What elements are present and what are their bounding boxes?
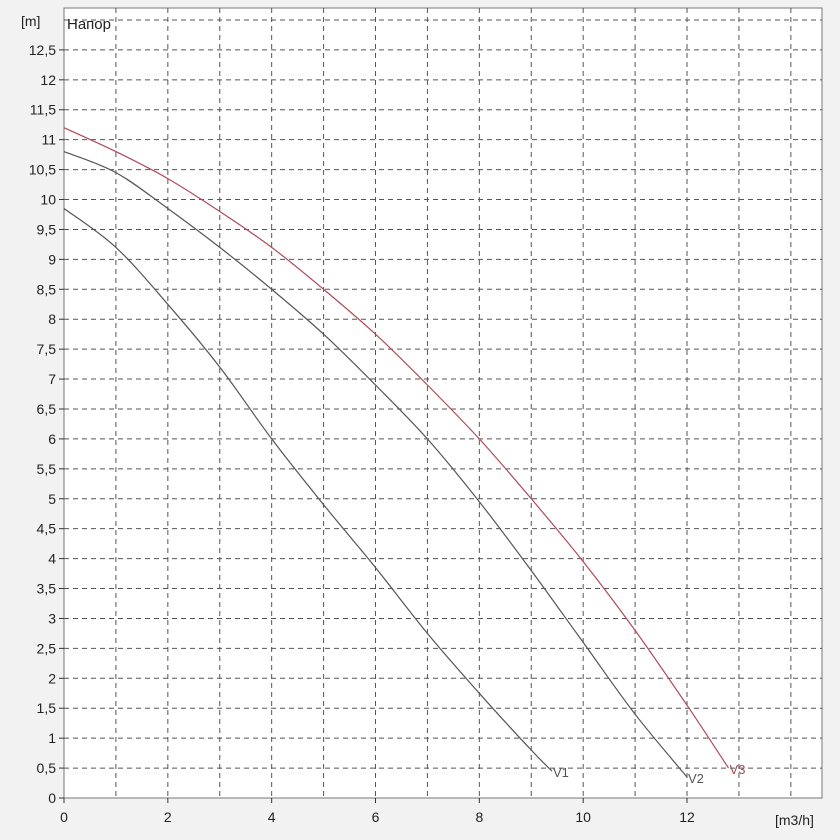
y-tick-label-1: 0,5 xyxy=(37,760,57,776)
x-tick-label-5: 10 xyxy=(575,809,591,825)
y-tick-label-3: 1,5 xyxy=(37,700,57,716)
y-tick-label-4: 2 xyxy=(48,670,56,686)
x-tick-label-4: 8 xyxy=(475,809,483,825)
y-tick-label-20: 10 xyxy=(40,192,56,208)
x-tick-label-0: 0 xyxy=(60,809,68,825)
x-tick-label-2: 4 xyxy=(268,809,276,825)
tick-marks xyxy=(59,49,688,803)
series-label-v2: V2 xyxy=(688,771,704,786)
y-tick-label-25: 12,5 xyxy=(29,42,56,58)
series-line-v1 xyxy=(63,208,553,772)
x-tick-labels: 0 2 4 6 8 10 12 xyxy=(60,809,695,825)
x-tick-label-1: 2 xyxy=(164,809,172,825)
y-tick-label-18: 9 xyxy=(48,251,56,267)
series-label-v3: V3 xyxy=(730,762,746,777)
y-tick-label-7: 3,5 xyxy=(37,581,57,597)
y-tick-label-9: 4,5 xyxy=(37,521,57,537)
plot-area xyxy=(63,7,823,799)
y-tick-label-21: 10,5 xyxy=(29,162,56,178)
y-tick-label-24: 12 xyxy=(40,72,56,88)
series-line-v2 xyxy=(63,151,688,778)
y-tick-label-8: 4 xyxy=(48,551,56,567)
y-tick-label-23: 11,5 xyxy=(30,102,56,118)
y-tick-label-10: 5 xyxy=(48,491,56,507)
grid xyxy=(64,8,822,798)
y-tick-label-22: 11 xyxy=(41,132,56,148)
y-tick-labels: 00,511,522,533,544,555,566,577,588,599,5… xyxy=(29,42,56,806)
series-layer xyxy=(63,127,730,778)
chart-title: Напор xyxy=(67,16,111,33)
x-tick-label-6: 12 xyxy=(679,809,695,825)
x-tick-label-3: 6 xyxy=(372,809,380,825)
y-tick-label-5: 2,5 xyxy=(37,640,57,656)
series-line-v3 xyxy=(63,127,730,769)
y-tick-label-19: 9,5 xyxy=(37,221,57,237)
y-tick-label-16: 8 xyxy=(48,311,56,327)
y-tick-label-13: 6,5 xyxy=(37,401,57,417)
y-axis-label: [m] xyxy=(21,13,40,29)
y-tick-label-2: 1 xyxy=(48,730,56,746)
y-tick-label-17: 8,5 xyxy=(37,281,57,297)
series-label-v1: V1 xyxy=(553,765,569,780)
y-tick-label-14: 7 xyxy=(48,371,56,387)
series-labels: V1 V2 V3 xyxy=(553,762,745,786)
y-tick-label-15: 7,5 xyxy=(37,341,57,357)
x-axis-label: [m3/h] xyxy=(775,812,814,828)
y-tick-label-12: 6 xyxy=(48,431,56,447)
y-tick-label-0: 0 xyxy=(48,790,56,806)
y-tick-label-6: 3 xyxy=(48,610,56,626)
y-tick-label-11: 5,5 xyxy=(37,461,57,477)
